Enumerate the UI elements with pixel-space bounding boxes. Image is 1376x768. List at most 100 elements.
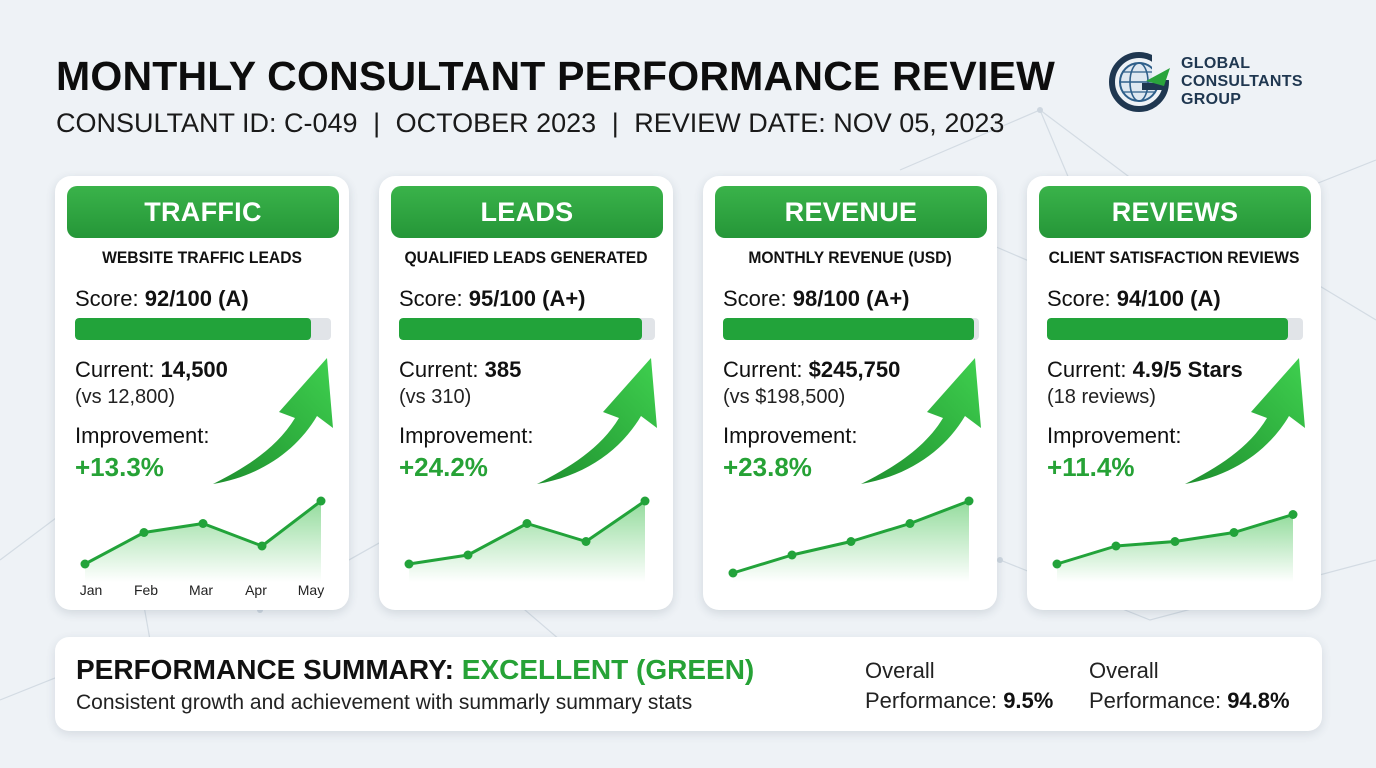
- arrow-shape: [1185, 358, 1305, 484]
- current-line: Current: 4.9/5 Stars: [1047, 357, 1243, 383]
- summary-status: EXCELLENT (GREEN): [461, 654, 755, 685]
- sparkline-area: [409, 501, 645, 582]
- sparkline-point: [404, 559, 414, 569]
- overall-performance-stat: Overall Performance: 94.8%: [1089, 656, 1290, 716]
- summary-description: Consistent growth and achievement with s…: [76, 691, 693, 714]
- sparkline-point: [728, 568, 738, 578]
- sparkline-point: [80, 559, 90, 569]
- score-value: 92/100 (A): [144, 286, 249, 311]
- arrow-shape: [537, 358, 657, 484]
- card-banner: TRAFFIC: [67, 186, 339, 238]
- review-date: REVIEW DATE: NOV 05, 2023: [634, 108, 1005, 138]
- card-subtitle: QUALIFIED LEADS GENERATED: [404, 248, 648, 267]
- sparkline-area: [85, 501, 321, 582]
- score-line: Score: 98/100 (A+): [723, 286, 910, 312]
- score-progress-fill: [399, 318, 643, 340]
- trend-sparkline: [80, 496, 326, 582]
- current-label: Current:: [723, 357, 803, 382]
- summary-title: PERFORMANCE SUMMARY: EXCELLENT (GREEN): [76, 654, 754, 686]
- globe-g-logo-icon: [1109, 50, 1172, 112]
- logo-wordmark: GLOBAL CONSULTANTS GROUP: [1181, 55, 1303, 109]
- score-label: Score:: [1047, 286, 1111, 311]
- report-header: MONTHLY CONSULTANT PERFORMANCE REVIEW CO…: [56, 52, 1056, 140]
- score-label: Score:: [75, 286, 139, 311]
- logo-line: CONSULTANTS: [1181, 73, 1303, 90]
- month-label: May: [297, 582, 325, 598]
- stat-value: 9.5%: [1003, 688, 1054, 713]
- arrow-shape: [213, 358, 333, 484]
- score-progress-bar: [1047, 318, 1303, 340]
- comparison-value: (18 reviews): [1047, 386, 1156, 408]
- comparison-value: (vs 12,800): [75, 386, 176, 408]
- sparkline-point: [1288, 510, 1298, 519]
- sparkline-point: [905, 519, 915, 528]
- meta-separator: |: [373, 108, 381, 138]
- card-banner: LEADS: [391, 186, 663, 238]
- score-label: Score:: [399, 286, 463, 311]
- consultant-id: CONSULTANT ID: C-049: [56, 108, 358, 138]
- improvement-value: +24.2%: [399, 452, 488, 482]
- trend-sparkline: [1052, 510, 1298, 582]
- sparkline-point: [640, 496, 650, 506]
- company-logo: GLOBAL CONSULTANTS GROUP: [1106, 50, 1346, 114]
- month-label: Jan: [79, 582, 103, 598]
- card-subtitle: WEBSITE TRAFFIC LEADS: [102, 248, 302, 267]
- stat-line: Overall: [1089, 658, 1159, 683]
- score-progress-bar: [399, 318, 655, 340]
- sparkline-point: [522, 519, 532, 528]
- current-value: 14,500: [160, 357, 228, 382]
- score-line: Score: 95/100 (A+): [399, 286, 586, 312]
- sparkline-point: [463, 550, 473, 560]
- overall-performance-stat: Overall Performance: 9.5%: [865, 656, 1053, 716]
- sparkline-point: [316, 496, 326, 506]
- improvement-value: +13.3%: [75, 452, 164, 482]
- sparkline-point: [139, 528, 149, 537]
- score-value: 94/100 (A): [1116, 286, 1221, 311]
- sparkline-point: [581, 537, 591, 546]
- sparkline-point: [1052, 559, 1062, 569]
- current-label: Current:: [1047, 357, 1127, 382]
- score-progress-fill: [723, 318, 974, 340]
- sparkline-point: [257, 541, 267, 551]
- comparison-value: (vs $198,500): [723, 386, 846, 408]
- improvement-label: Improvement:: [399, 423, 534, 448]
- improvement-label: Improvement:: [723, 423, 858, 448]
- improvement-label: Improvement:: [1047, 423, 1182, 448]
- score-progress-bar: [723, 318, 979, 340]
- current-line: Current: 14,500: [75, 357, 228, 383]
- stat-label: Performance:: [865, 688, 998, 713]
- score-value: 95/100 (A+): [468, 286, 586, 311]
- card-subtitle: CLIENT SATISFACTION REVIEWS: [1048, 248, 1300, 267]
- score-label: Score:: [723, 286, 787, 311]
- month-label: Feb: [133, 582, 159, 598]
- improvement-value: +23.8%: [723, 452, 812, 482]
- improvement-label: Improvement:: [75, 423, 210, 448]
- current-label: Current:: [75, 357, 155, 382]
- score-progress-fill: [75, 318, 311, 340]
- current-label: Current:: [399, 357, 479, 382]
- sparkline-point: [1111, 541, 1121, 551]
- meta-separator: |: [611, 108, 619, 138]
- score-line: Score: 92/100 (A): [75, 286, 249, 312]
- performance-summary-panel: PERFORMANCE SUMMARY: EXCELLENT (GREEN) C…: [55, 637, 1322, 731]
- sparkline-point: [787, 550, 797, 560]
- sparkline-area: [1057, 514, 1293, 582]
- score-value: 98/100 (A+): [792, 286, 910, 311]
- stat-value: 94.8%: [1227, 688, 1290, 713]
- trend-sparkline: [404, 496, 650, 582]
- current-line: Current: $245,750: [723, 357, 900, 383]
- card-banner: REVIEWS: [1039, 186, 1311, 238]
- trend-up-arrow-icon: [537, 358, 657, 484]
- current-value: 4.9/5 Stars: [1132, 357, 1243, 382]
- metric-card-reviews: REVIEWS CLIENT SATISFACTION REVIEWS Scor…: [1027, 176, 1321, 610]
- month-label: Mar: [188, 582, 214, 598]
- page-title: MONTHLY CONSULTANT PERFORMANCE REVIEW: [56, 53, 1056, 99]
- report-period: OCTOBER 2023: [395, 108, 597, 138]
- month-label: Apr: [245, 582, 267, 598]
- trend-sparkline: [728, 496, 974, 582]
- metric-card-leads: LEADS QUALIFIED LEADS GENERATED Score: 9…: [379, 176, 673, 610]
- current-line: Current: 385: [399, 357, 521, 383]
- logo-line: GROUP: [1181, 91, 1242, 108]
- logo-line: GLOBAL: [1181, 55, 1251, 72]
- trend-up-arrow-icon: [1185, 358, 1305, 484]
